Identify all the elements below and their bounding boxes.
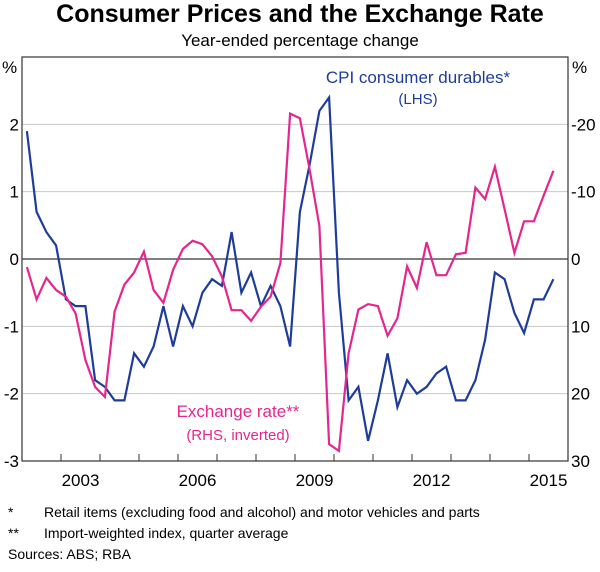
y-left-tick-label: -3 [4, 452, 19, 471]
y-right-tick-label: -20 [571, 115, 596, 134]
plot-frame [21, 56, 569, 462]
x-tick-label: 2003 [62, 471, 100, 490]
chart-title: Consumer Prices and the Exchange Rate [56, 0, 544, 28]
footnote-mark: ** [8, 525, 19, 541]
footnotes: * Retail items (excluding food and alcoh… [8, 502, 480, 565]
footnote-text: Import-weighted index, quarter average [44, 525, 289, 541]
x-tick-label: 2012 [413, 471, 451, 490]
legend-label-exchange-rate: Exchange rate** [177, 402, 300, 421]
footnote-2: ** Import-weighted index, quarter averag… [8, 523, 480, 544]
footnote-1: * Retail items (excluding food and alcoh… [8, 502, 480, 523]
y-left-tick-label: 2 [10, 115, 19, 134]
series-line-exchange-rate [25, 111, 555, 453]
y-left-tick-label: -2 [4, 385, 19, 404]
footnote-text: Retail items (excluding food and alcohol… [44, 504, 480, 520]
x-tick-label: 2006 [179, 471, 217, 490]
y-right-unit: % [572, 58, 587, 77]
y-left-tick-label: 0 [10, 250, 19, 269]
x-tick-label: 2015 [530, 471, 568, 490]
chart-subtitle: Year-ended percentage change [181, 31, 419, 50]
y-right-tick-label: 0 [571, 250, 580, 269]
y-left-unit: % [2, 58, 17, 77]
y-left-tick-label: 1 [10, 183, 19, 202]
series-line-cpi [25, 94, 555, 442]
x-tick-label: 2009 [296, 471, 334, 490]
sources: Sources: ABS; RBA [8, 546, 131, 562]
y-left-tick-label: -1 [4, 317, 19, 336]
legend-sublabel-exchange-rate: (RHS, inverted) [186, 427, 289, 444]
y-right-tick-label: 20 [571, 385, 590, 404]
y-right-tick-label: 30 [571, 452, 590, 471]
y-right-tick-label: -10 [571, 183, 596, 202]
y-right-tick-label: 10 [571, 317, 590, 336]
legend-label-cpi: CPI consumer durables* [326, 68, 511, 87]
footnote-mark: * [8, 504, 14, 520]
legend-sublabel-cpi: (LHS) [398, 91, 437, 108]
